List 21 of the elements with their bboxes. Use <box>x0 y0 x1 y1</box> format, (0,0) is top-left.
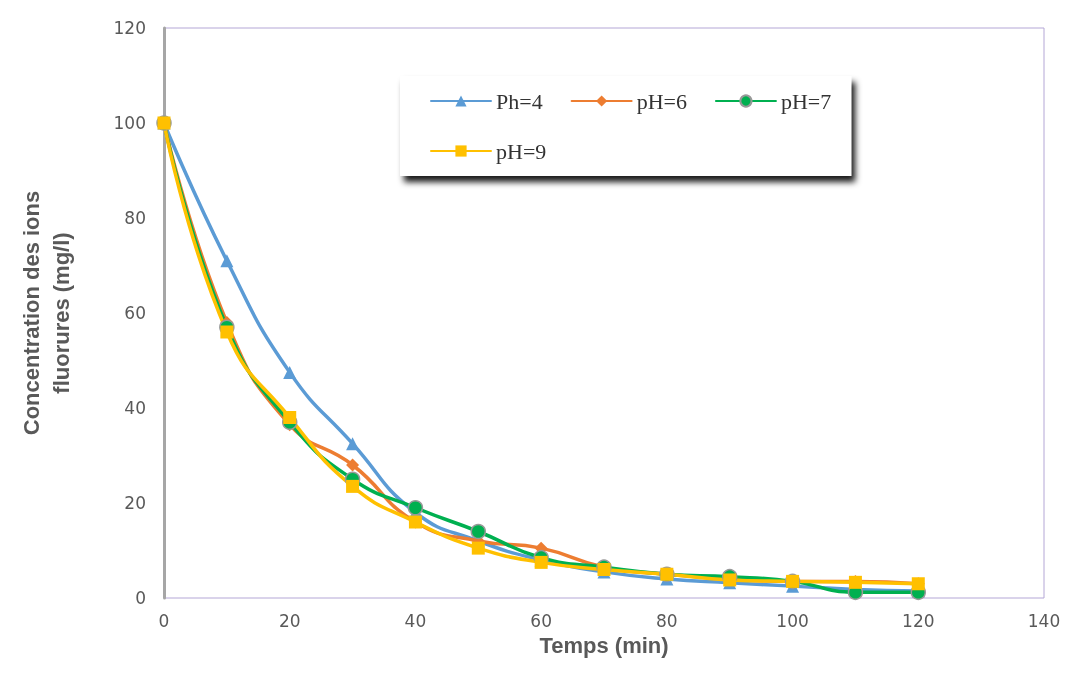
y-tick-label: 120 <box>113 18 146 38</box>
x-tick-label: 80 <box>656 610 678 631</box>
x-axis-title: Temps (min) <box>539 632 669 658</box>
x-tick-label: 60 <box>530 610 552 631</box>
x-tick-label: 100 <box>776 610 809 631</box>
x-tick-label: 140 <box>1027 610 1061 631</box>
y-tick-label: 20 <box>124 493 146 513</box>
legend-label: Ph=4 <box>496 88 543 114</box>
y-tick-label: 60 <box>124 303 146 323</box>
y-tick-label: 100 <box>113 113 146 133</box>
legend-label: pH=9 <box>496 138 547 164</box>
y-tick-label: 0 <box>135 588 146 608</box>
x-tick-label: 120 <box>902 610 935 631</box>
y-tick-label: 40 <box>124 398 146 418</box>
legend-label: pH=7 <box>780 88 832 114</box>
y-tick-label: 80 <box>124 208 146 228</box>
y-axis-title: Concentration des ions fluorures (mg/l) <box>18 190 74 436</box>
x-tick-label: 0 <box>158 610 170 631</box>
legend-label: pH=6 <box>636 88 687 114</box>
x-tick-label: 20 <box>278 610 301 631</box>
x-tick-label: 40 <box>404 610 427 631</box>
